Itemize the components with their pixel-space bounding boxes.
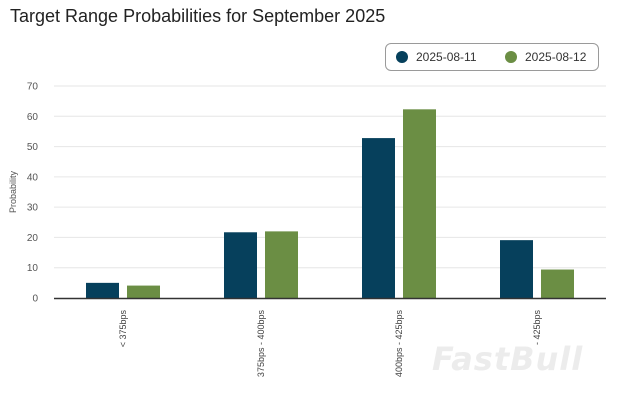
bar-series-1: [224, 232, 257, 298]
bar-series-1: [362, 138, 395, 298]
bar-series-2: [403, 109, 436, 298]
bar-series-1: [86, 282, 119, 298]
y-tick-label: 10: [27, 263, 39, 274]
legend-label: 2025-08-12: [525, 50, 587, 64]
legend-label: 2025-08-11: [416, 50, 477, 64]
chart-title: Target Range Probabilities for September…: [10, 6, 386, 26]
bar-series-2: [127, 285, 160, 298]
watermark-logo: FastBull: [432, 340, 584, 378]
bar-series-2: [541, 269, 574, 298]
x-tick-label: < 375bps: [118, 310, 128, 348]
y-tick-label: 20: [27, 233, 39, 244]
y-tick-label: 0: [32, 294, 38, 305]
bar-series-2: [265, 231, 298, 298]
bar-series-1: [500, 240, 533, 298]
x-tick-label: - 425bps: [532, 310, 542, 346]
y-tick-label: 70: [27, 82, 39, 93]
x-tick-label: 400bps - 425bps: [394, 310, 404, 378]
y-axis-label: Probability: [8, 170, 18, 213]
legend-swatch: [505, 51, 517, 63]
y-tick-label: 30: [27, 203, 39, 214]
x-tick-label: 375bps - 400bps: [256, 310, 266, 378]
y-tick-label: 40: [27, 172, 39, 183]
legend-item-series-2[interactable]: 2025-08-12: [505, 44, 586, 70]
y-tick-label: 50: [27, 142, 39, 153]
y-tick-label: 60: [27, 112, 39, 123]
legend-item-series-1[interactable]: 2025-08-11: [396, 44, 477, 70]
legend: 2025-08-11 2025-08-12: [385, 43, 599, 71]
legend-swatch: [396, 51, 408, 63]
